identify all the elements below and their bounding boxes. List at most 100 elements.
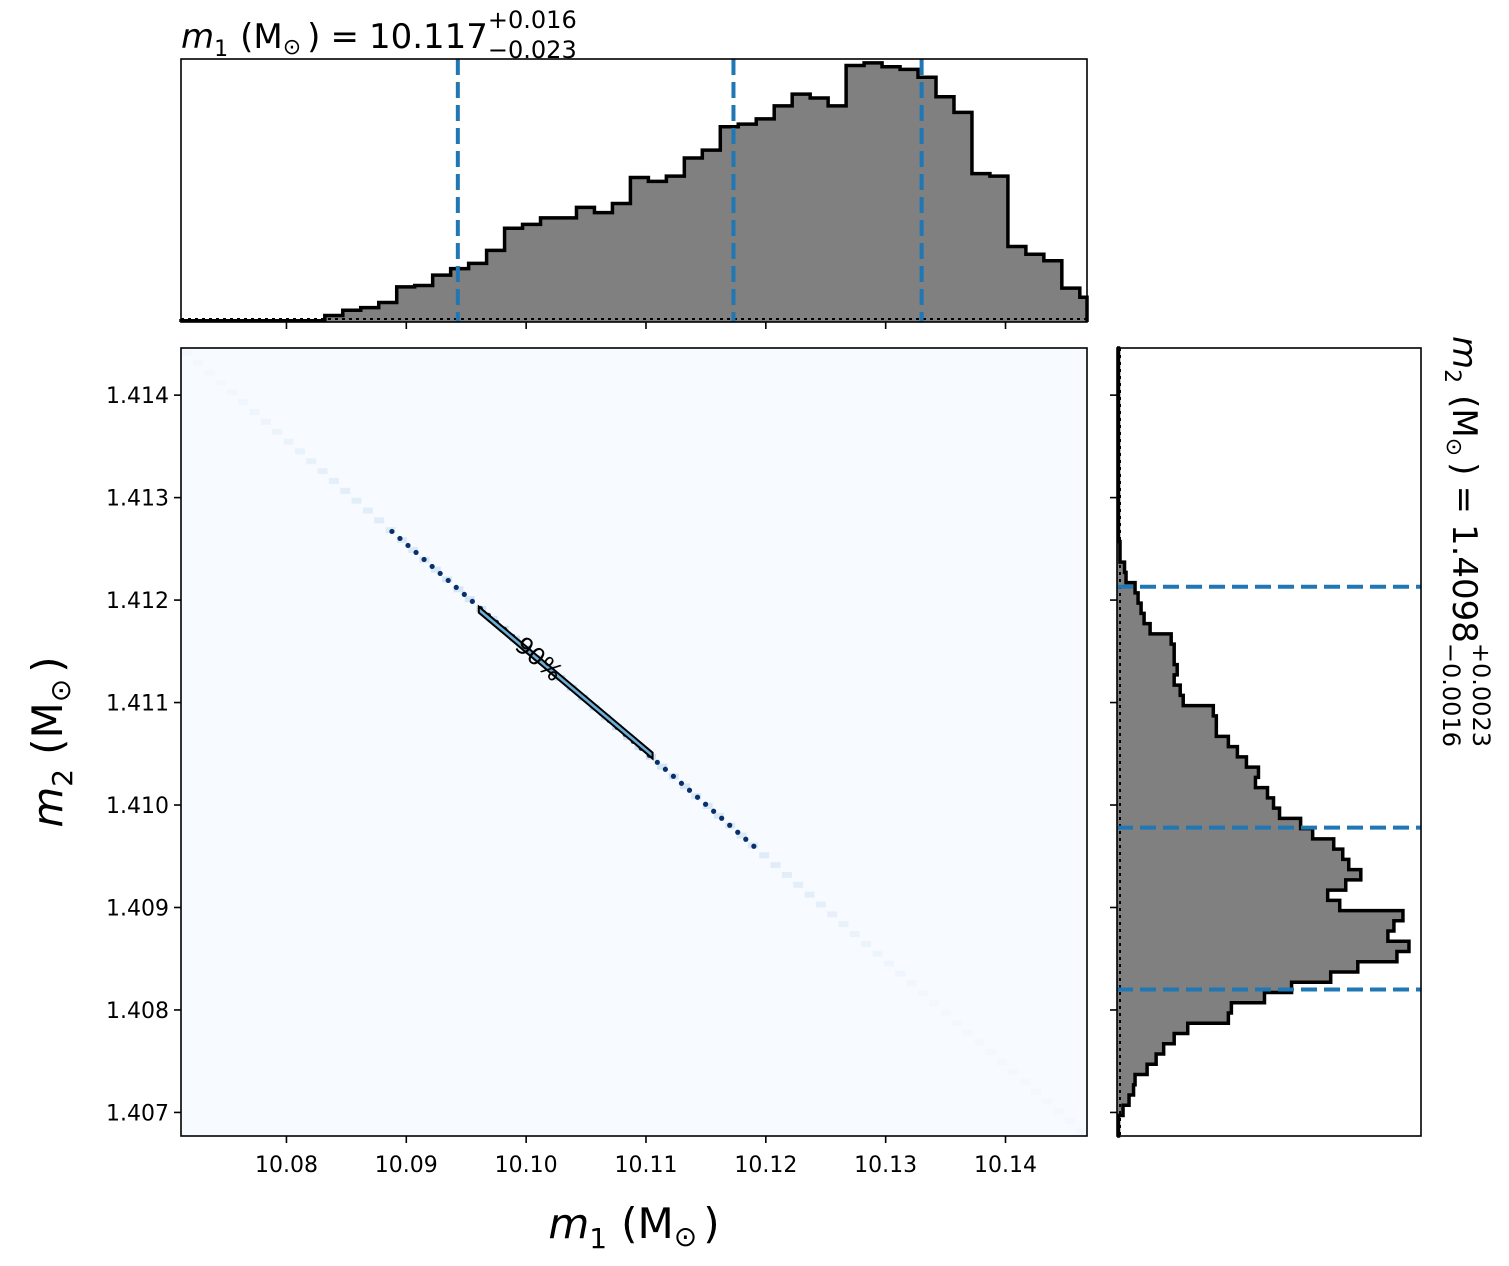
right-hist-bar (1117, 972, 1331, 983)
joint-x-ticks: 10.08 10.09 10.10 10.11 10.12 10.13 10.14 (255, 1136, 1037, 1178)
y-tick-label: 1.413 (106, 487, 169, 512)
top-hist-bar (846, 65, 865, 323)
right-hist-bar (1117, 1105, 1124, 1116)
right-hist-bar (1117, 910, 1403, 922)
contour-90-region (477, 604, 654, 761)
heatmap-cell (895, 970, 906, 977)
heatmap-cell (340, 487, 351, 494)
heatmap-cell (679, 783, 690, 790)
top-hist-bar (324, 315, 344, 322)
right-hist-bar (1117, 931, 1388, 942)
top-hist-bar (900, 69, 919, 323)
probability-dot (405, 542, 411, 549)
heatmap-cell (408, 546, 419, 553)
heatmap-cell (351, 497, 362, 504)
top-hist-bar (342, 310, 362, 322)
heatmap-cell (192, 359, 203, 366)
top-hist-bar (953, 112, 973, 322)
probability-dot (389, 528, 395, 535)
top-hist-bar (684, 157, 703, 322)
top-hist-outline (179, 61, 1089, 323)
right-quantile-lines (1117, 584, 1421, 992)
top-hist-bar (774, 105, 793, 323)
top-x-ticks (285, 322, 1007, 329)
right-hist-bar (1117, 900, 1340, 911)
right-hist-bar (1117, 777, 1256, 788)
right-hist-bar (1117, 1013, 1229, 1024)
contour-90 (477, 604, 654, 761)
right-hist-bar (1117, 828, 1313, 840)
top-quantile-lines (455, 59, 924, 322)
probability-dot (678, 780, 685, 786)
top-marginal-histogram: m1 (M⊙) = 10.117+0.016 −0.023 (179, 6, 1089, 329)
right-hist-bar (1117, 592, 1139, 604)
probability-dot (662, 766, 668, 772)
right-hist-bar (1117, 644, 1175, 655)
heatmap-cell (759, 852, 770, 859)
top-hist-bar (486, 250, 505, 322)
right-hist-bar (1117, 654, 1175, 666)
right-hist-bar (1117, 1033, 1175, 1045)
right-hist-bar (1117, 1095, 1130, 1106)
x-tick-label: 10.14 (974, 1153, 1037, 1178)
right-hist-bar (1117, 879, 1346, 891)
x-tick-label: 10.12 (734, 1153, 797, 1178)
top-hist-bar (792, 94, 811, 322)
heatmap-cell (702, 803, 713, 810)
top-hist-bar (414, 285, 434, 322)
y-tick-label: 1.412 (106, 589, 169, 614)
top-hist-bar (882, 66, 901, 322)
right-y-ticks (1110, 394, 1117, 1114)
top-hist-bar (396, 286, 416, 322)
right-hist-bar (1117, 603, 1142, 614)
joint-y-ticks: 1.407 1.408 1.409 1.410 1.411 1.412 1.413 1.414 (106, 384, 181, 1126)
probability-dot (654, 759, 660, 765)
right-axes-frame (1116, 347, 1422, 1137)
right-hist-bar (1117, 685, 1181, 696)
y-tick-label: 1.408 (106, 999, 169, 1024)
probability-dot (453, 584, 459, 591)
heatmap-cell (260, 418, 271, 425)
right-hist-bar (1117, 756, 1247, 768)
heatmap-cell (940, 1009, 951, 1016)
right-hist-bar (1117, 1074, 1136, 1086)
heatmap-cell (328, 477, 339, 484)
heatmap-cell (997, 1059, 1008, 1066)
heatmap-cell (1065, 1118, 1076, 1125)
right-hist-bar (1117, 1043, 1164, 1055)
right-hist-bar (1117, 664, 1178, 676)
heatmap-cell (951, 1019, 962, 1026)
x-axis-label: m1 (M⊙) (548, 1199, 719, 1255)
heatmap-cell (861, 940, 872, 947)
top-hist-bar (540, 217, 559, 322)
top-hist-bar (576, 207, 595, 322)
probability-dot (727, 822, 733, 828)
probability-dot (751, 843, 757, 849)
right-hist-bar (1117, 890, 1328, 901)
right-hist-bar (1117, 992, 1265, 1004)
y-tick-label: 1.410 (106, 794, 169, 819)
top-histogram-bars (179, 61, 1089, 323)
right-hist-bar (1117, 736, 1229, 748)
heatmap-cell (657, 763, 668, 770)
top-hist-bar (810, 98, 829, 322)
right-hist-bar (1117, 859, 1349, 870)
heatmap-cell (906, 980, 917, 987)
probability-dot (719, 815, 725, 821)
x-tick-label: 10.08 (255, 1153, 318, 1178)
right-hist-bar (1117, 746, 1238, 758)
right-hist-bar (1117, 695, 1184, 707)
probability-dot (694, 794, 701, 800)
top-hist-bar (864, 62, 883, 322)
top-hist-bar (558, 217, 577, 322)
heatmap-cell (1031, 1088, 1042, 1095)
top-hist-bar (648, 181, 667, 322)
heatmap-cell (283, 438, 294, 445)
right-hist-bar (1117, 808, 1280, 819)
y-tick-label: 1.414 (106, 384, 169, 409)
right-hist-bar (1117, 797, 1274, 809)
y-axis-label: m2(M⊙) (23, 656, 79, 827)
probability-dot (735, 829, 741, 835)
probability-dot (421, 556, 427, 563)
right-hist-bar (1117, 787, 1268, 799)
